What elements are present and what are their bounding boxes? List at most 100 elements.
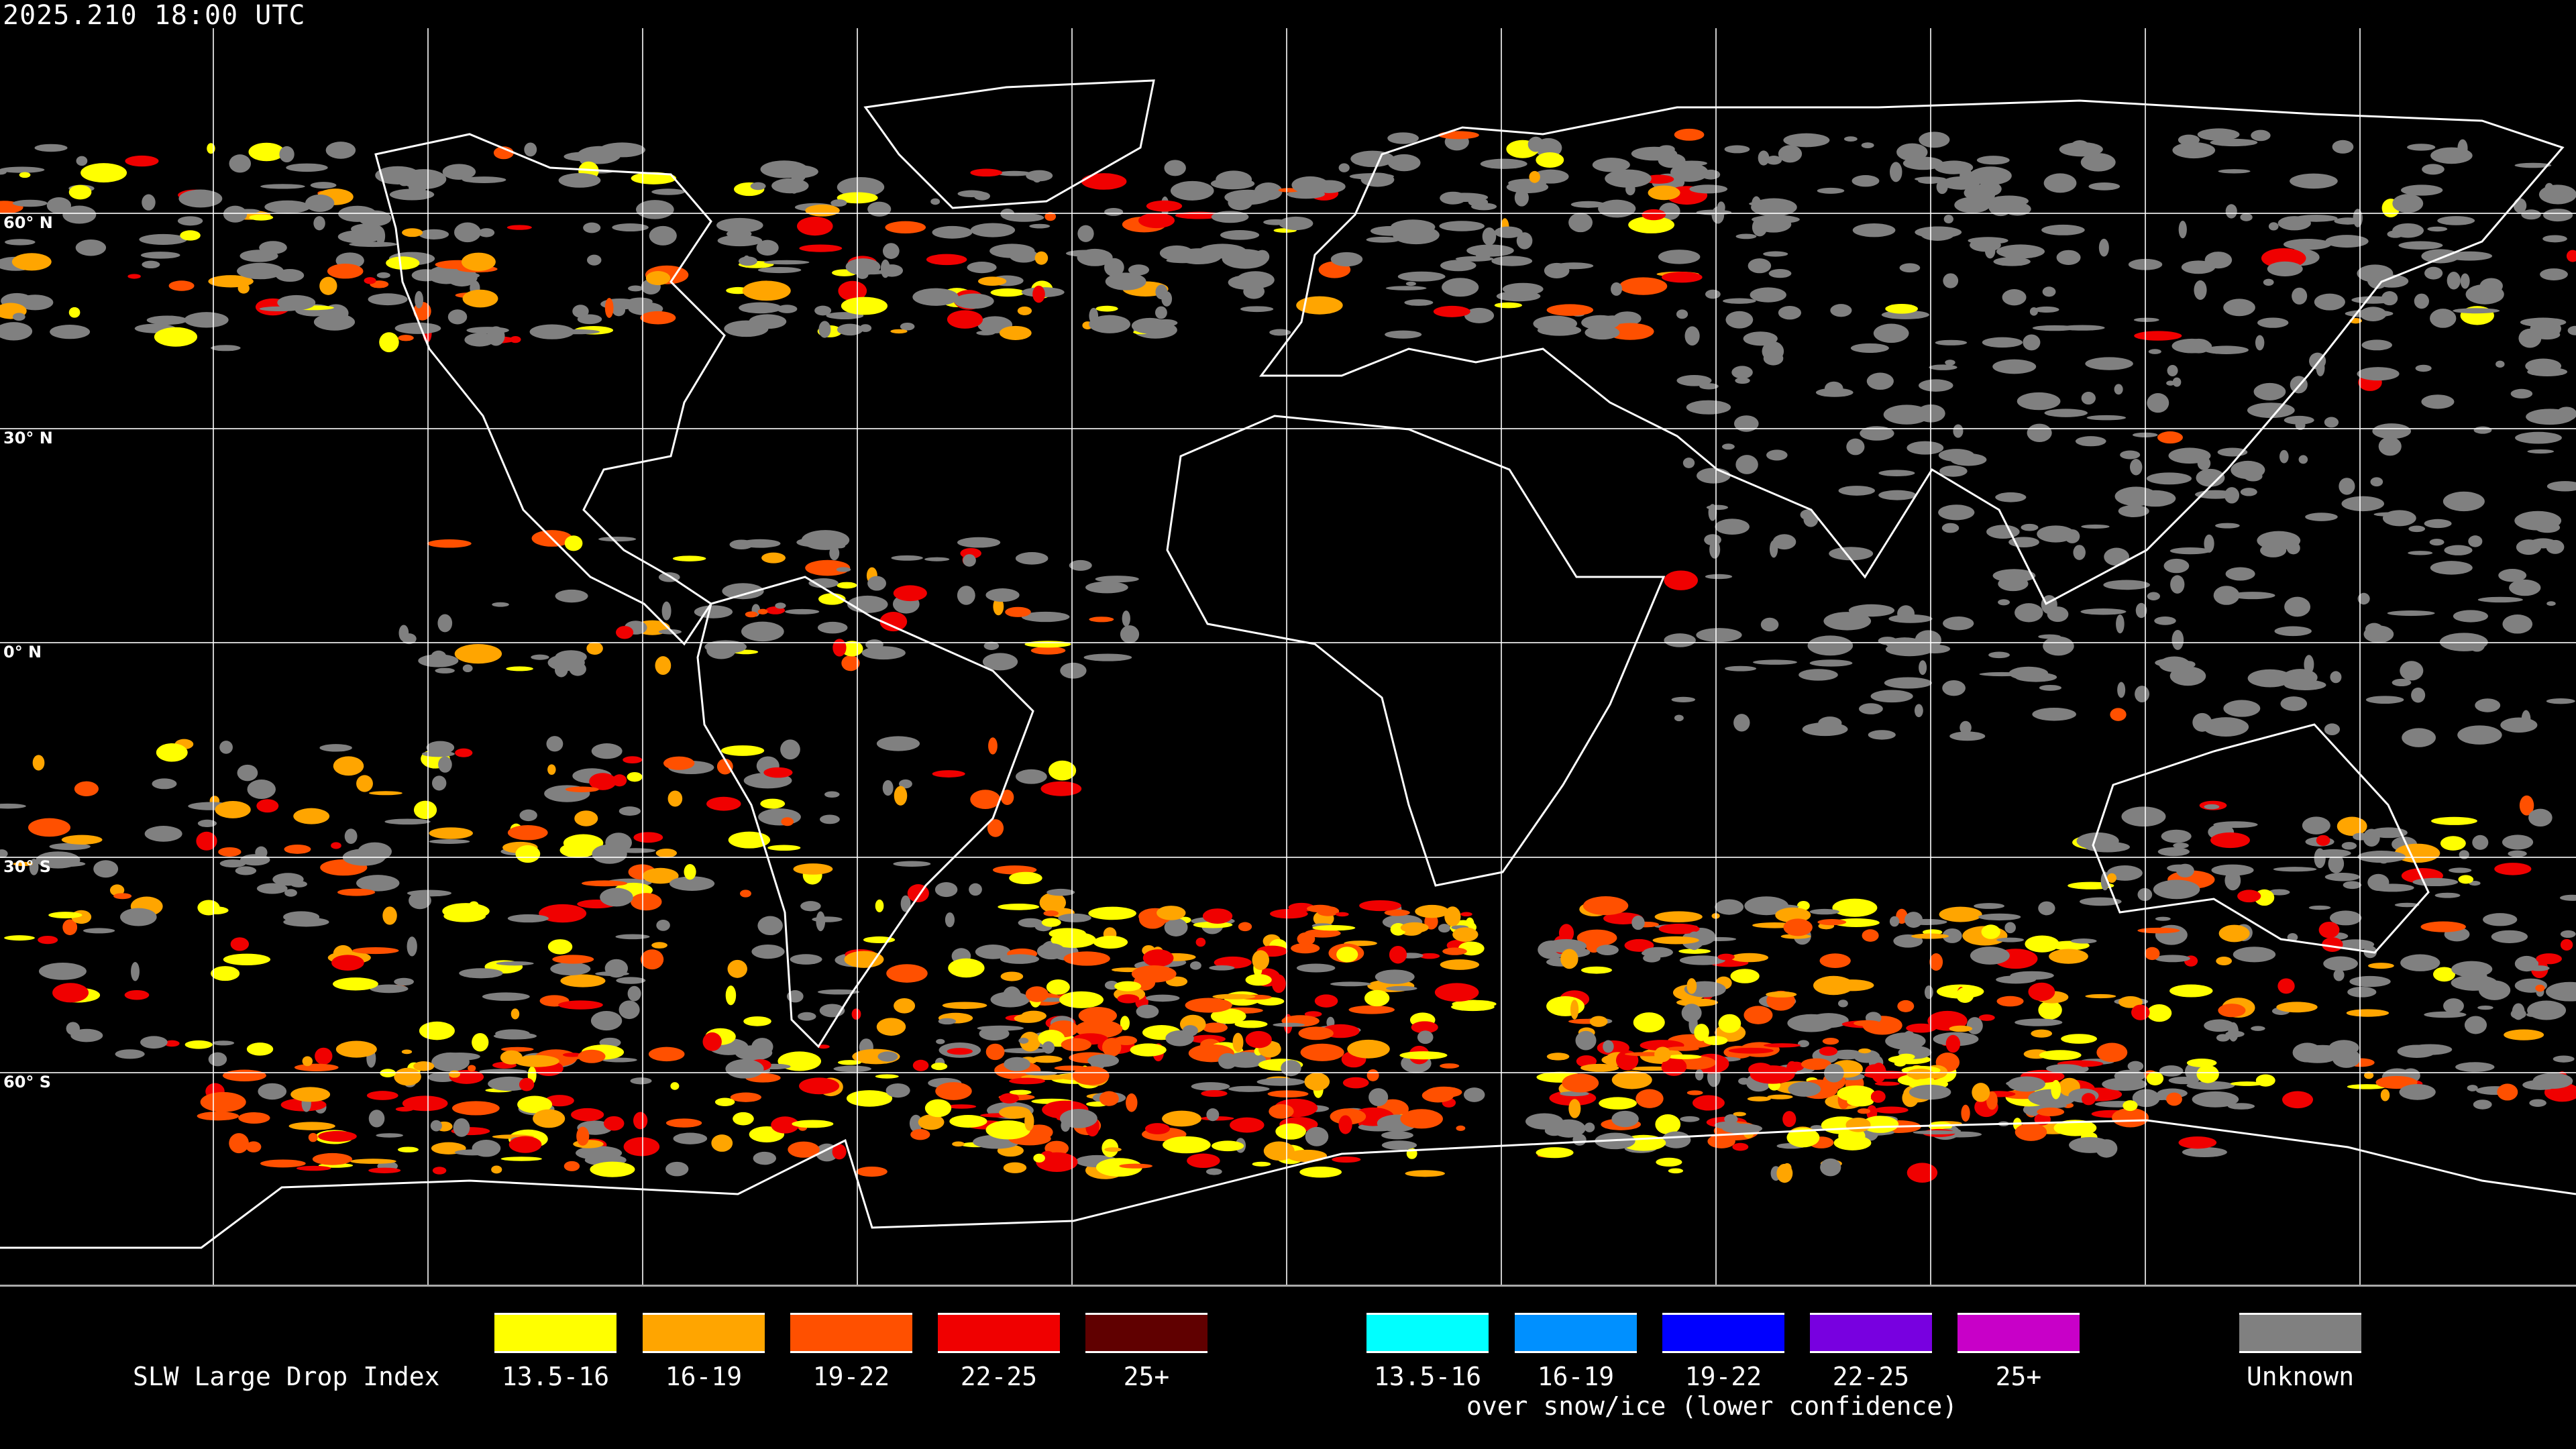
cloud-cell xyxy=(739,539,781,548)
cloud-cell xyxy=(2069,1136,2111,1153)
cloud-cell xyxy=(2240,488,2257,496)
cloud-cell xyxy=(564,152,603,162)
cloud-cell xyxy=(1482,227,1497,246)
cloud-cell xyxy=(1693,1095,1725,1111)
cloud-cell xyxy=(1058,913,1091,922)
cloud-cell xyxy=(2025,935,2059,953)
cloud-cell xyxy=(1939,906,1982,922)
cloud-cell xyxy=(1972,1083,1990,1102)
cloud-cell xyxy=(2032,325,2077,331)
cloud-cell xyxy=(127,274,141,279)
cloud-cell xyxy=(1546,996,1585,1016)
cloud-cell xyxy=(2392,194,2424,213)
cloud-cell xyxy=(487,326,505,346)
cloud-cell xyxy=(125,155,159,167)
cloud-cell xyxy=(1763,251,1788,257)
cloud-cell xyxy=(1809,908,1839,915)
cloud-cell xyxy=(337,888,376,896)
cloud-cell xyxy=(1642,209,1666,221)
cloud-cell xyxy=(235,866,257,875)
cloud-cell xyxy=(1463,1087,1485,1102)
cloud-cell xyxy=(2017,392,2061,411)
cloud-cell xyxy=(1866,372,1894,390)
cloud-cell xyxy=(2513,198,2527,213)
cloud-cell xyxy=(2455,1062,2495,1072)
cloud-cell xyxy=(368,293,408,306)
cloud-cell xyxy=(2230,1081,2264,1086)
cloud-cell xyxy=(1546,304,1594,316)
cloud-cell xyxy=(2508,850,2527,857)
cloud-cell xyxy=(2042,286,2056,297)
cloud-cell xyxy=(397,1146,419,1152)
cloud-cell xyxy=(52,983,89,1003)
cloud-cell xyxy=(212,1040,235,1046)
cloud-cell xyxy=(2402,728,2436,747)
cloud-cell xyxy=(2553,1055,2575,1063)
cloud-cell xyxy=(1752,196,1762,213)
cloud-cell xyxy=(1187,1153,1220,1169)
cloud-cell xyxy=(1751,198,1797,217)
cloud-cell xyxy=(792,1120,834,1128)
cloud-cell xyxy=(2116,614,2125,634)
cloud-cell xyxy=(1021,611,1070,623)
cloud-cell xyxy=(461,252,496,272)
cloud-cell xyxy=(1874,1106,1909,1114)
cloud-cell xyxy=(491,1165,502,1174)
cloud-cell xyxy=(837,177,885,197)
cloud-cell xyxy=(1807,635,1854,656)
cloud-cell xyxy=(1906,1023,1937,1033)
cloud-cell xyxy=(2070,140,2090,156)
cloud-cell xyxy=(429,827,473,839)
cloud-cell xyxy=(1762,907,1772,913)
cloud-cell xyxy=(2504,1029,2544,1040)
cloud-cell xyxy=(1679,955,1725,965)
cloud-cell xyxy=(1305,1126,1329,1146)
cloud-cell xyxy=(1015,769,1047,784)
cloud-cell xyxy=(2170,575,2185,594)
cloud-cell xyxy=(1434,983,1479,1002)
cloud-cell xyxy=(1838,486,1875,496)
cloud-cell xyxy=(2257,317,2289,328)
cloud-cell xyxy=(1051,932,1096,949)
cloud-cell xyxy=(757,916,783,936)
cloud-cell xyxy=(1455,256,1494,262)
cloud-cell xyxy=(586,254,602,266)
cloud-cell xyxy=(2043,636,2074,656)
cloud-cell xyxy=(586,641,603,655)
cloud-cell xyxy=(1728,1047,1774,1054)
cloud-cell xyxy=(983,641,1000,650)
cloud-cell xyxy=(1724,665,1757,672)
cloud-cell xyxy=(881,264,904,277)
cloud-cell xyxy=(2408,551,2433,555)
cloud-cell xyxy=(1762,341,1784,362)
cloud-cell xyxy=(1668,1168,1684,1174)
cloud-cell xyxy=(1878,637,1897,645)
cloud-cell xyxy=(947,1104,977,1109)
legend-title: SLW Large Drop Index xyxy=(133,1362,440,1391)
cloud-cell xyxy=(1170,180,1214,201)
cloud-cell xyxy=(2041,224,2085,235)
cloud-cell xyxy=(2483,913,2518,926)
cloud-cell xyxy=(2146,472,2192,485)
cloud-cell xyxy=(1562,1073,1599,1093)
cloud-cell xyxy=(722,583,764,600)
cloud-cell xyxy=(1032,285,1045,303)
cloud-cell xyxy=(846,1090,893,1107)
cloud-cell xyxy=(1296,296,1343,315)
cloud-cell xyxy=(2023,334,2041,351)
cloud-cell xyxy=(604,298,614,318)
cloud-cell xyxy=(1929,953,1943,971)
cloud-cell xyxy=(2502,835,2534,850)
cloud-cell xyxy=(2295,420,2306,431)
cloud-cell xyxy=(1885,303,1918,314)
cloud-cell xyxy=(2566,250,2576,262)
cloud-cell xyxy=(1069,559,1092,571)
cloud-cell xyxy=(1598,199,1636,218)
cloud-cell xyxy=(894,786,908,806)
cloud-cell xyxy=(603,1116,625,1131)
cloud-cell xyxy=(454,222,481,243)
cloud-cell xyxy=(2430,309,2457,328)
cloud-cell xyxy=(886,964,928,983)
cloud-cell xyxy=(2399,1084,2436,1100)
cloud-cell xyxy=(2169,984,2213,998)
